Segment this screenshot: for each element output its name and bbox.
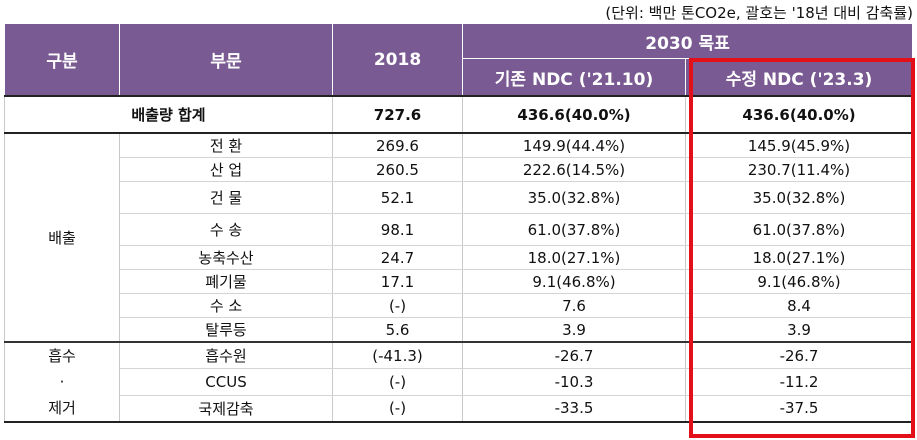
value-revised: 61.0(37.8%) bbox=[684, 213, 914, 246]
value-existing: 9.1(46.8%) bbox=[462, 269, 686, 294]
sector-cell: 수 송 bbox=[119, 213, 333, 246]
value-revised: 35.0(32.8%) bbox=[684, 181, 914, 214]
value-2018: 98.1 bbox=[332, 213, 463, 246]
value-existing: 35.0(32.8%) bbox=[462, 181, 686, 214]
sector-cell: 폐기물 bbox=[119, 269, 333, 294]
sector-cell: 전 환 bbox=[119, 133, 333, 158]
value-revised: 18.0(27.1%) bbox=[684, 245, 914, 270]
value-existing: 18.0(27.1%) bbox=[462, 245, 686, 270]
value-2018: 17.1 bbox=[332, 269, 463, 294]
value-2018: 52.1 bbox=[332, 181, 463, 214]
header-2030-target: 2030 목표 bbox=[461, 24, 914, 59]
header-group: 구분 bbox=[4, 24, 120, 96]
group-emission: 배출 bbox=[4, 133, 120, 343]
ndc-table: 구분 부문 2018 2030 목표 기존 NDC ('21.10) 수정 ND… bbox=[4, 24, 914, 423]
group-absorption-line2: · bbox=[59, 373, 65, 391]
table-row: 산 업 260.5 222.6(14.5%) 230.7(11.4%) bbox=[5, 157, 914, 182]
table-row: 배출 전 환 269.6 149.9(44.4%) 145.9(45.9%) bbox=[4, 133, 914, 343]
table-row: 수 송 98.1 61.0(37.8%) 61.0(37.8%) bbox=[5, 213, 914, 246]
value-existing: 149.9(44.4%) bbox=[462, 133, 686, 158]
value-revised: -37.5 bbox=[684, 395, 914, 423]
value-2018: (-) bbox=[332, 293, 463, 318]
value-2018: (-) bbox=[332, 395, 463, 423]
value-revised: -26.7 bbox=[684, 342, 914, 370]
unit-note: (단위: 백만 톤CO2e, 괄호는 '18년 대비 감축률) bbox=[605, 4, 913, 22]
value-existing: 3.9 bbox=[462, 317, 686, 343]
sector-cell: 국제감축 bbox=[119, 395, 333, 423]
total-existing: 436.6(40.0%) bbox=[462, 95, 686, 134]
value-revised: -11.2 bbox=[684, 368, 914, 396]
sector-cell: 수 소 bbox=[119, 293, 333, 318]
value-existing: -26.7 bbox=[462, 342, 686, 370]
total-2018: 727.6 bbox=[332, 95, 463, 134]
value-2018: (-41.3) bbox=[332, 342, 463, 370]
table-row: 농축수산 24.7 18.0(27.1%) 18.0(27.1%) bbox=[5, 245, 914, 270]
group-absorption-line3: 제거 bbox=[48, 399, 76, 417]
value-revised: 8.4 bbox=[684, 293, 914, 318]
sector-cell: 농축수산 bbox=[119, 245, 333, 270]
table-row: 건 물 52.1 35.0(32.8%) 35.0(32.8%) bbox=[5, 181, 914, 214]
value-2018: 24.7 bbox=[332, 245, 463, 270]
sector-cell: 건 물 bbox=[119, 181, 333, 214]
value-revised: 230.7(11.4%) bbox=[684, 157, 914, 182]
value-2018: 5.6 bbox=[332, 317, 463, 343]
value-existing: 222.6(14.5%) bbox=[462, 157, 686, 182]
value-2018: 269.6 bbox=[332, 133, 463, 158]
group-absorption: 흡수 · 제거 bbox=[4, 342, 120, 423]
total-label: 배출량 합계 bbox=[4, 95, 333, 134]
value-revised: 3.9 bbox=[684, 317, 914, 343]
header-sector: 부문 bbox=[119, 24, 333, 96]
value-revised: 9.1(46.8%) bbox=[684, 269, 914, 294]
total-revised: 436.6(40.0%) bbox=[684, 95, 914, 134]
header-revised-ndc: 수정 NDC ('23.3) bbox=[684, 58, 914, 96]
value-existing: -10.3 bbox=[462, 368, 686, 396]
sector-cell: 흡수원 bbox=[119, 342, 333, 370]
value-existing: 61.0(37.8%) bbox=[462, 213, 686, 246]
total-row: 배출량 합계 727.6 436.6(40.0%) 436.6(40.0%) bbox=[4, 95, 914, 134]
sector-cell: 탈루등 bbox=[119, 317, 333, 343]
header-existing-ndc: 기존 NDC ('21.10) bbox=[462, 58, 686, 96]
value-existing: 7.6 bbox=[462, 293, 686, 318]
table-row: 흡수 · 제거 흡수원 (-41.3) -26.7 -26.7 bbox=[4, 342, 914, 423]
header-2018: 2018 bbox=[332, 24, 463, 96]
table-row: 수 소 (-) 7.6 8.4 bbox=[5, 293, 914, 318]
value-revised: 145.9(45.9%) bbox=[684, 133, 914, 158]
table-row: 폐기물 17.1 9.1(46.8%) 9.1(46.8%) bbox=[5, 269, 914, 294]
table-row: 국제감축 (-) -33.5 -37.5 bbox=[5, 395, 914, 423]
value-2018: 260.5 bbox=[332, 157, 463, 182]
value-existing: -33.5 bbox=[462, 395, 686, 423]
value-2018: (-) bbox=[332, 368, 463, 396]
sector-cell: CCUS bbox=[119, 368, 333, 396]
table-row: 탈루등 5.6 3.9 3.9 bbox=[5, 317, 914, 343]
table-row: CCUS (-) -10.3 -11.2 bbox=[5, 368, 914, 396]
sector-cell: 산 업 bbox=[119, 157, 333, 182]
group-absorption-line1: 흡수 bbox=[48, 347, 76, 365]
